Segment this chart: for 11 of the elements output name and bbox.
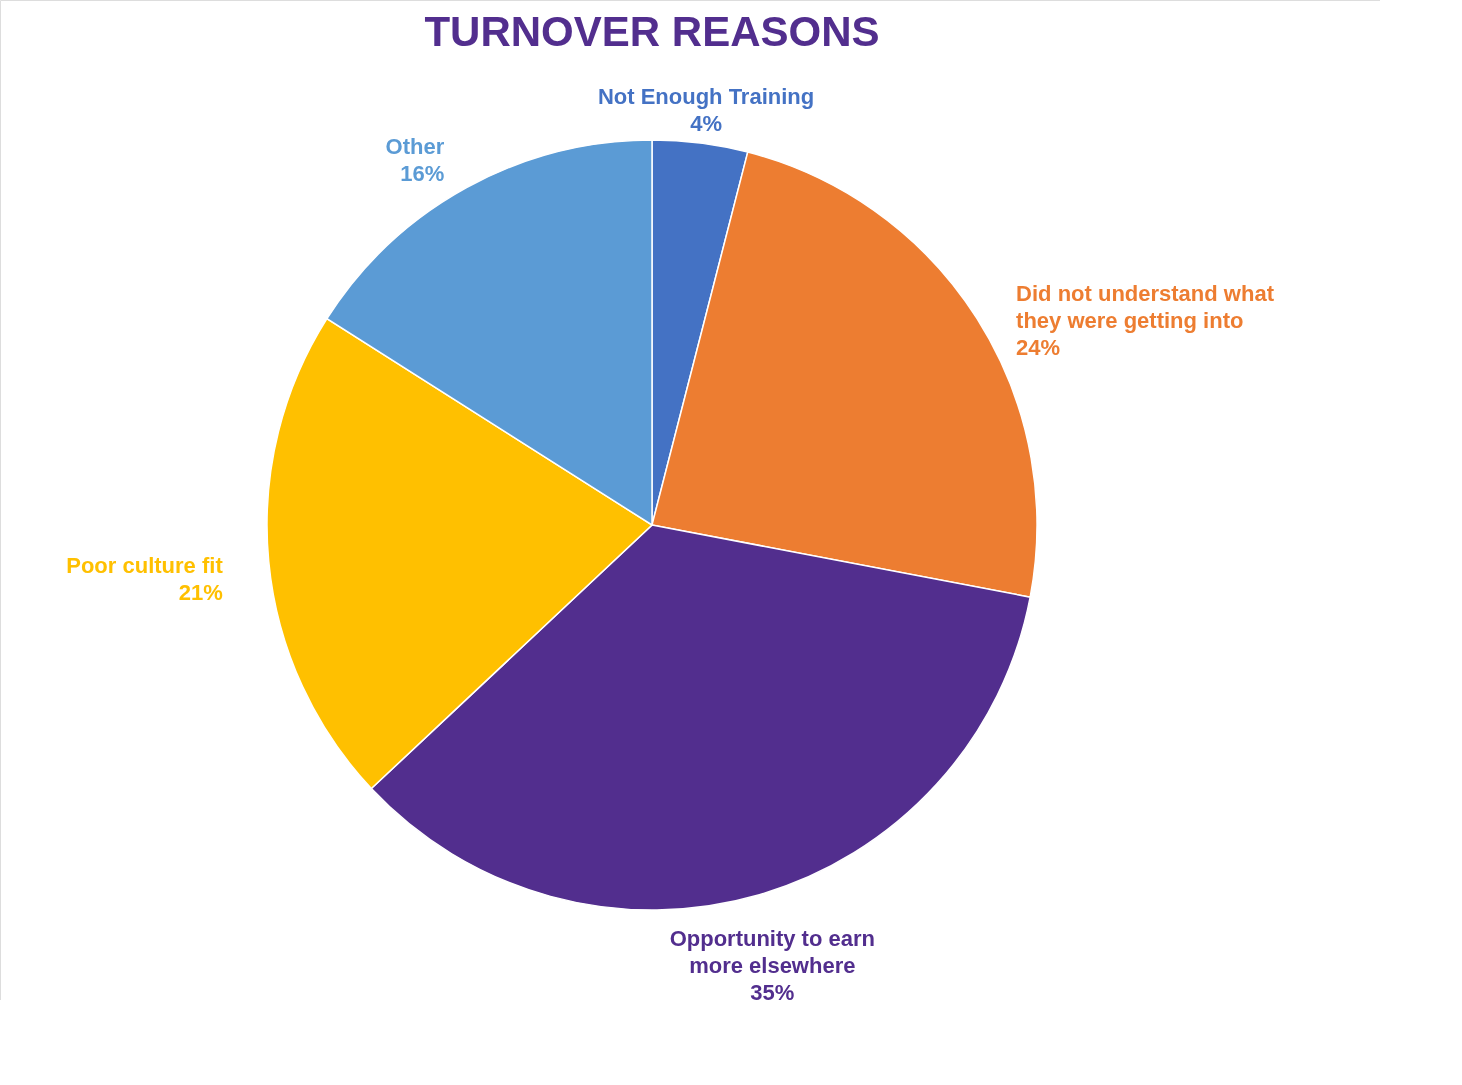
data-label: 35% [750,980,795,1006]
chart-title: TURNOVER REASONS [424,8,880,55]
slice-label: Not Enough Training [597,84,815,110]
data-label: 24% [1016,334,1061,360]
data-label: 21% [178,579,223,605]
slice-label: Opportunity to earn more elsewhere [669,926,875,979]
slice-label: Did not understand what they were getting into [1016,280,1275,333]
data-label: 16% [400,161,445,187]
data-label: 4% [690,111,722,137]
slice-label: Other [385,134,445,160]
slice-label: Poor culture fit [66,552,224,578]
